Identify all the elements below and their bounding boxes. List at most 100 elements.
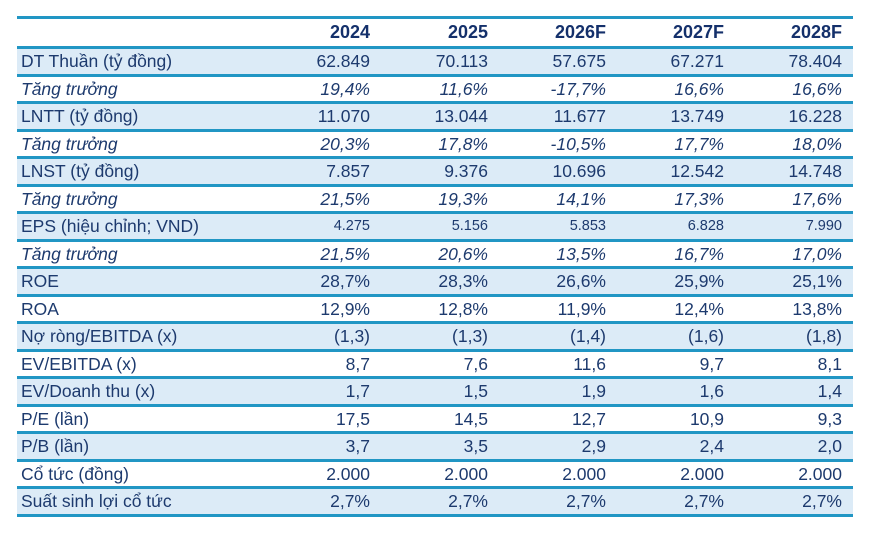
cell-value: 1,5 — [463, 381, 488, 401]
cell-value: 2.000 — [562, 463, 606, 484]
cell-value: 14,5 — [453, 408, 488, 429]
cell-value: 1,6 — [699, 381, 724, 401]
table-row: Cổ tức (đồng) 2.000 2.000 2.000 2.000 2.000 — [17, 460, 853, 488]
cell-value: -17,7% — [550, 78, 606, 99]
table-row: ROE 28,7% 28,3% 26,6% 25,9% 25,1% — [17, 267, 853, 295]
cell-value: 20,6% — [438, 243, 488, 264]
row-label: Nợ ròng/EBITDA (x) — [21, 326, 178, 346]
table-row: Tăng trưởng 19,4% 11,6% -17,7% 16,6% 16,6% — [17, 75, 853, 103]
cell-value: 21,5% — [320, 243, 370, 264]
cell-value: 12,9% — [320, 298, 370, 319]
row-label: Tăng trưởng — [21, 133, 118, 154]
table-row: DT Thuần (tỷ đồng) 62.849 70.113 57.675 67.2… — [17, 47, 853, 75]
cell-value: 2.000 — [680, 463, 724, 484]
cell-value: 62.849 — [316, 51, 370, 71]
cell-value: 1,4 — [817, 381, 842, 401]
cell-value: 16,6% — [792, 78, 842, 99]
table-row: P/E (lần) 17,5 14,5 12,7 10,9 9,3 — [17, 405, 853, 433]
table-row: Tăng trưởng 21,5% 19,3% 14,1% 17,3% 17,6% — [17, 185, 853, 213]
cell-value: 11,6 — [573, 353, 606, 374]
table-row: Tăng trưởng 20,3% 17,8% -10,5% 17,7% 18,0% — [17, 130, 853, 158]
cell-value: 17,0% — [792, 243, 842, 264]
header-row: 2024 2025 2026F 2027F 2028F — [17, 17, 853, 48]
cell-value: 17,8% — [438, 133, 488, 154]
cell-value: 8,1 — [817, 353, 842, 374]
cell-value: 13,8% — [792, 298, 842, 319]
cell-value: 25,9% — [674, 271, 724, 291]
cell-value: 19,3% — [438, 188, 488, 209]
table-row: Tăng trưởng 21,5% 20,6% 13,5% 16,7% 17,0% — [17, 240, 853, 268]
cell-value: 5.853 — [569, 218, 606, 234]
cell-value: 67.271 — [670, 51, 724, 71]
row-label: EPS (hiệu chỉnh; VND) — [21, 216, 199, 236]
cell-value: 2,7% — [802, 491, 842, 511]
cell-value: 3,7 — [345, 436, 370, 456]
cell-value: 10,9 — [689, 408, 724, 429]
year-column-header: 2027F — [672, 22, 724, 42]
row-label: EV/EBITDA (x) — [21, 353, 137, 374]
cell-value: 18,0% — [792, 133, 842, 154]
row-label: Tăng trưởng — [21, 188, 118, 209]
cell-value: 2.000 — [326, 463, 370, 484]
row-label: P/B (lần) — [21, 436, 90, 456]
row-label: EV/Doanh thu (x) — [21, 381, 156, 401]
cell-value: 12,7 — [571, 408, 606, 429]
cell-value: 11.070 — [317, 106, 370, 126]
table-row: P/B (lần) 3,7 3,5 2,9 2,4 2,0 — [17, 432, 853, 460]
cell-value: 13.044 — [434, 106, 488, 126]
cell-value: 9.376 — [444, 161, 488, 181]
cell-value: 7,6 — [463, 353, 488, 374]
row-label: Cổ tức (đồng) — [21, 463, 130, 484]
table-row: Nợ ròng/EBITDA (x) (1,3) (1,3) (1,4) (1,6) (1… — [17, 322, 853, 350]
row-label: Suất sinh lợi cổ tức — [21, 491, 172, 511]
cell-value: 16,7% — [674, 243, 724, 264]
cell-value: 2,7% — [330, 491, 370, 511]
cell-value: 17,3% — [674, 188, 724, 209]
cell-value: 5.156 — [451, 218, 488, 234]
table-row: LNST (tỷ đồng) 7.857 9.376 10.696 12.542 14.7… — [17, 157, 853, 185]
cell-value: 11,9% — [557, 298, 606, 319]
table-row: EV/EBITDA (x) 8,7 7,6 11,6 9,7 8,1 — [17, 350, 853, 378]
table-row: EV/Doanh thu (x) 1,7 1,5 1,9 1,6 1,4 — [17, 377, 853, 405]
cell-value: 17,5 — [335, 408, 370, 429]
cell-value: 17,7% — [674, 133, 724, 154]
cell-value: 78.404 — [788, 51, 842, 71]
cell-value: 19,4% — [320, 78, 370, 99]
cell-value: 17,6% — [792, 188, 842, 209]
cell-value: 70.113 — [435, 51, 488, 71]
cell-value: 2,7% — [448, 491, 488, 511]
row-label: ROE — [21, 271, 59, 291]
table-row: Suất sinh lợi cổ tức 2,7% 2,7% 2,7% 2,7% 2,7% — [17, 487, 853, 515]
year-column-header: 2024 — [329, 22, 370, 42]
cell-value: 2,0 — [817, 436, 842, 456]
cell-value: 14,1% — [556, 188, 606, 209]
cell-value: 26,6% — [556, 271, 606, 291]
cell-value: 16.228 — [788, 106, 842, 126]
cell-value: 11.677 — [553, 106, 606, 126]
cell-value: 10.696 — [552, 161, 606, 181]
cell-value: (1,8) — [806, 326, 842, 346]
table-row: LNTT (tỷ đồng) 11.070 13.044 11.677 13.749 16… — [17, 102, 853, 130]
cell-value: 28,7% — [320, 271, 370, 291]
year-column-header: 2028F — [790, 22, 842, 42]
cell-value: -10,5% — [550, 133, 606, 154]
cell-value: (1,3) — [452, 326, 488, 346]
table-row: ROA 12,9% 12,8% 11,9% 12,4% 13,8% — [17, 295, 853, 323]
row-label: Tăng trưởng — [21, 243, 118, 264]
cell-value: 7.990 — [805, 218, 842, 234]
cell-value: 11,6% — [439, 78, 488, 99]
cell-value: 3,5 — [463, 436, 488, 456]
cell-value: 20,3% — [320, 133, 370, 154]
cell-value: 12.542 — [670, 161, 724, 181]
cell-value: 9,7 — [699, 353, 724, 374]
cell-value: 8,7 — [345, 353, 370, 374]
table-body: DT Thuần (tỷ đồng) 62.849 70.113 57.675 67.2… — [17, 47, 853, 515]
corner-cell — [17, 18, 263, 48]
year-column-header: 2025 — [447, 22, 488, 42]
cell-value: 2,7% — [684, 491, 724, 511]
cell-value: 25,1% — [792, 271, 842, 291]
cell-value: 6.828 — [687, 218, 724, 234]
financial-summary-table: 2024 2025 2026F 2027F 2028F DT Thuần (tỷ đồn… — [17, 16, 853, 517]
cell-value: 9,3 — [817, 408, 842, 429]
cell-value: 4.275 — [333, 218, 370, 234]
